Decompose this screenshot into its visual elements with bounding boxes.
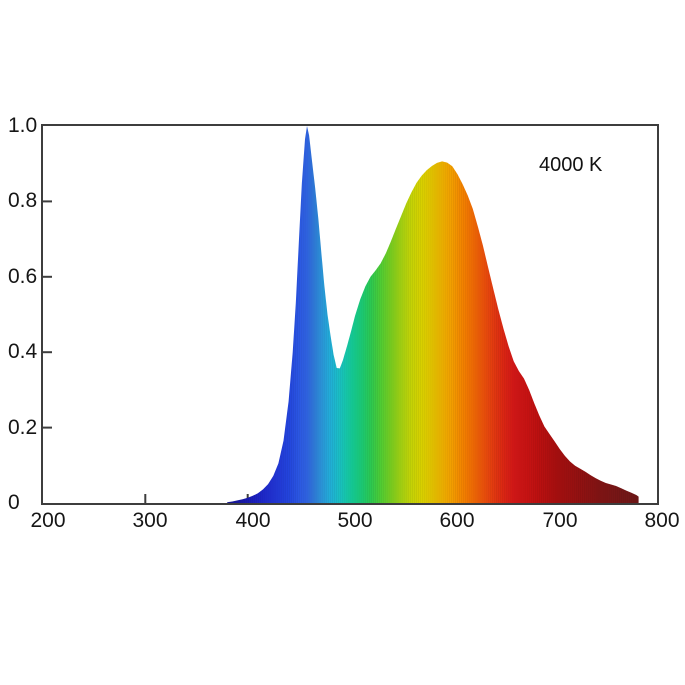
plot-area: 4000 K [41,124,659,505]
x-tick-label-300: 300 [132,509,168,532]
x-tick-label-800: 800 [644,509,680,532]
y-tick-label-0: 0 [8,491,20,514]
x-tick-label-200: 200 [30,509,66,532]
y-tick-label-1.0: 1.0 [8,114,38,137]
x-tick-label-700: 700 [542,509,578,532]
x-tick-label-600: 600 [439,509,475,532]
color-temperature-label: 4000 K [539,154,603,176]
spectrum-area-chart [43,126,639,503]
spectrum-bar-texture [227,126,639,503]
x-tick-label-400: 400 [235,509,271,532]
x-tick-label-500: 500 [337,509,373,532]
y-tick-label-0.6: 0.6 [8,265,38,288]
y-tick-label-0.4: 0.4 [8,340,38,363]
y-tick-label-0.8: 0.8 [8,189,38,212]
y-tick-label-0.2: 0.2 [8,416,38,439]
